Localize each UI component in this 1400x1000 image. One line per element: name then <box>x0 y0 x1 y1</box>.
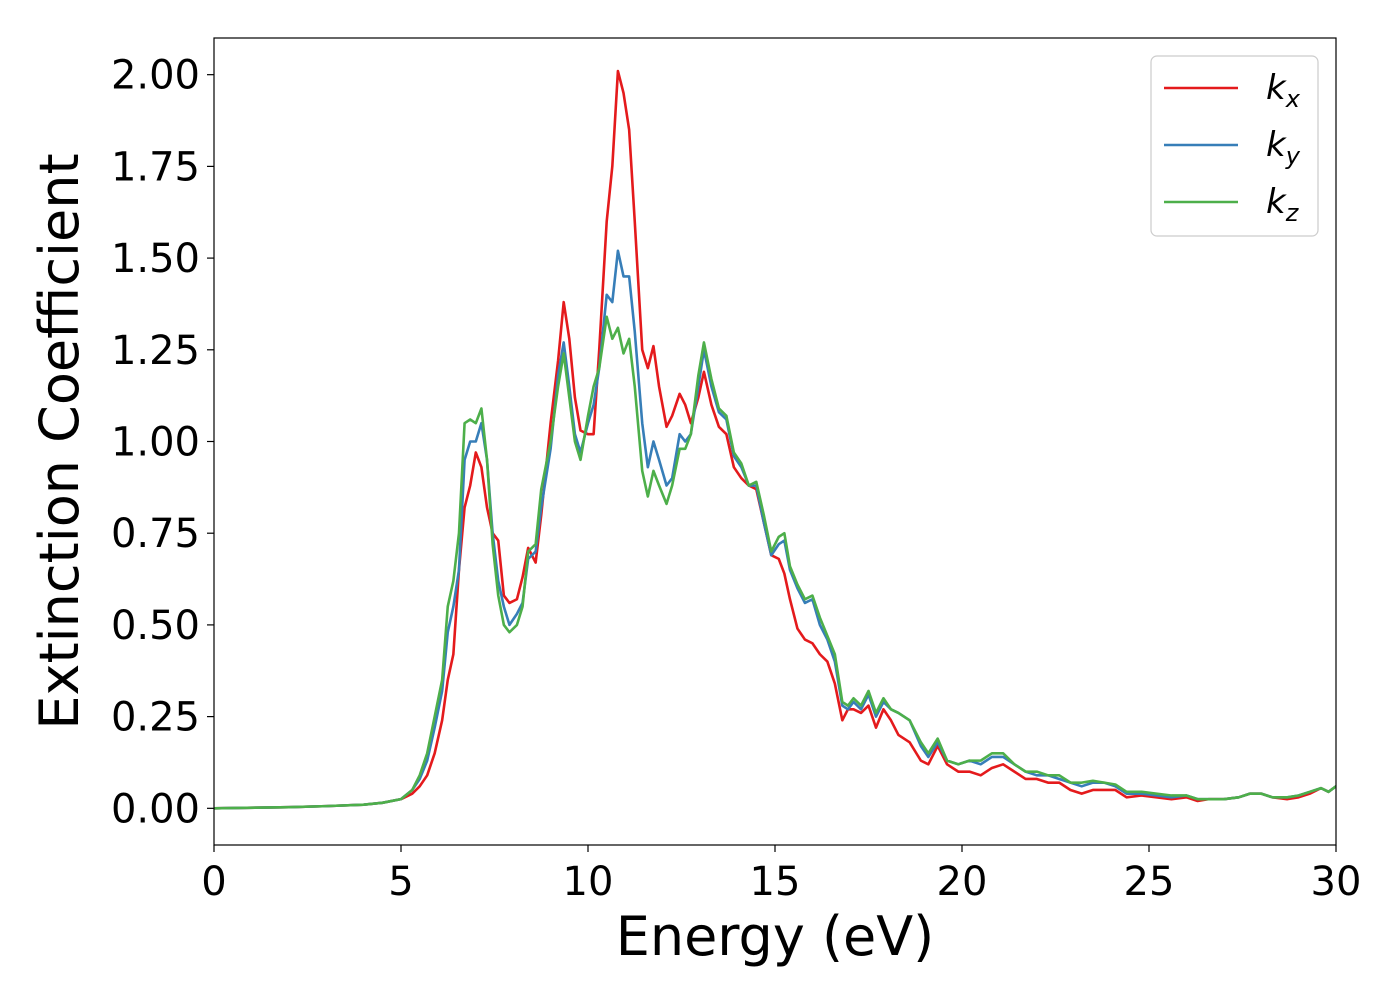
y-tick-label: 0.50 <box>111 603 200 649</box>
x-tick-label: 0 <box>201 859 226 905</box>
y-tick-label: 1.00 <box>111 420 200 466</box>
x-axis: 0 5 10 15 20 25 30 <box>201 845 1361 905</box>
x-tick-label: 10 <box>563 859 614 905</box>
y-tick-label: 1.75 <box>111 144 200 190</box>
x-tick-label: 5 <box>388 859 413 905</box>
series-layer <box>214 69 1336 810</box>
x-tick-label: 15 <box>750 859 801 905</box>
y-tick-label: 2.00 <box>111 53 200 99</box>
x-tick-label: 30 <box>1311 859 1362 905</box>
y-tick-label: 0.00 <box>111 786 200 832</box>
y-tick-label: 1.25 <box>111 328 200 374</box>
y-tick-label: 0.75 <box>111 511 200 557</box>
x-axis-label: Energy (eV) <box>616 905 935 968</box>
y-tick-label: 1.50 <box>111 236 200 282</box>
y-axis-label: Extinction Coefficient <box>28 153 91 729</box>
x-tick-label: 25 <box>1124 859 1175 905</box>
x-tick-label: 20 <box>937 859 988 905</box>
y-axis: 0.00 0.25 0.50 0.75 1.00 1.25 1.50 1.75 2.00 <box>111 53 214 832</box>
y-tick-label: 0.25 <box>111 695 200 741</box>
series-line-kz <box>214 315 1336 810</box>
